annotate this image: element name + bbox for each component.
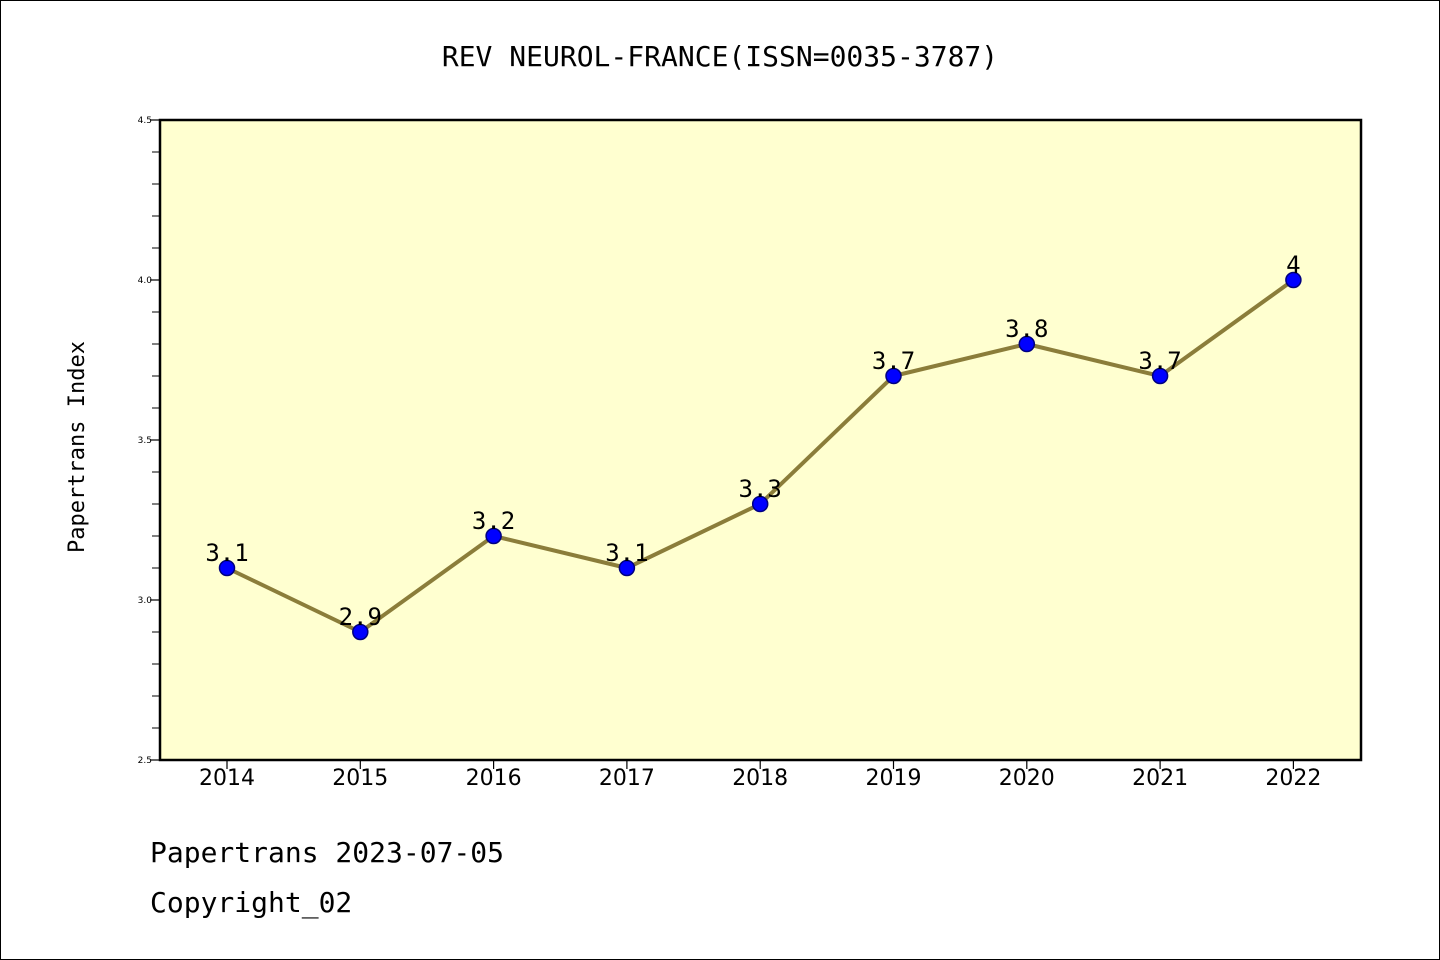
data-point	[618, 559, 636, 577]
x-tick-label: 2014	[199, 766, 255, 791]
data-point	[485, 527, 502, 545]
x-tick-label: 2016	[466, 766, 522, 791]
data-label: 3.1	[605, 539, 648, 567]
data-point	[352, 623, 369, 641]
y-tick-label: 4.5	[138, 116, 152, 126]
x-tick-label: 2017	[599, 766, 655, 791]
x-tick-label: 2015	[332, 766, 388, 791]
x-tick-label: 2018	[732, 766, 788, 791]
data-label: 3.3	[739, 475, 782, 503]
data-point	[1151, 367, 1169, 385]
data-labels: 3.1 2.9 3.2 3.1 3.3 3.7 3.8 3.7 4	[205, 251, 1300, 631]
y-axis-ticks: 2.5 3.0 3.5 4.0 4.5	[138, 116, 160, 766]
x-tick-label: 2020	[999, 766, 1055, 791]
chart-title: REV NEUROL-FRANCE(ISSN=0035-3787)	[442, 40, 998, 73]
data-point	[1285, 271, 1302, 289]
data-point	[885, 367, 902, 385]
x-tick-label: 2021	[1132, 766, 1188, 791]
x-axis-ticks: 2014 2015 2016 2017 2018 2019 2020 2021 2022	[199, 760, 1321, 791]
x-tick-label: 2022	[1265, 766, 1321, 791]
y-tick-label: 2.5	[138, 756, 152, 766]
y-axis-label: Papertrans Index	[65, 341, 90, 553]
x-tick-label: 2019	[866, 766, 922, 791]
y-tick-label: 3.0	[138, 596, 153, 606]
data-point	[751, 495, 769, 513]
data-point	[218, 559, 236, 577]
y-tick-label: 3.5	[138, 436, 152, 446]
data-label: 3.1	[205, 539, 248, 567]
data-label: 3.2	[472, 507, 515, 535]
footer-date: Papertrans 2023-07-05	[150, 836, 505, 869]
data-label: 4	[1286, 251, 1300, 279]
plot-area	[158, 118, 1363, 762]
data-label: 3.7	[1138, 347, 1181, 375]
data-label: 2.9	[339, 603, 382, 631]
series-papertrans-index	[218, 271, 1302, 641]
footer-copyright: Copyright_02	[150, 886, 353, 919]
data-label: 3.8	[1005, 315, 1048, 343]
data-label: 3.7	[872, 347, 915, 375]
y-tick-label: 4.0	[138, 276, 153, 286]
data-point	[1018, 335, 1036, 353]
